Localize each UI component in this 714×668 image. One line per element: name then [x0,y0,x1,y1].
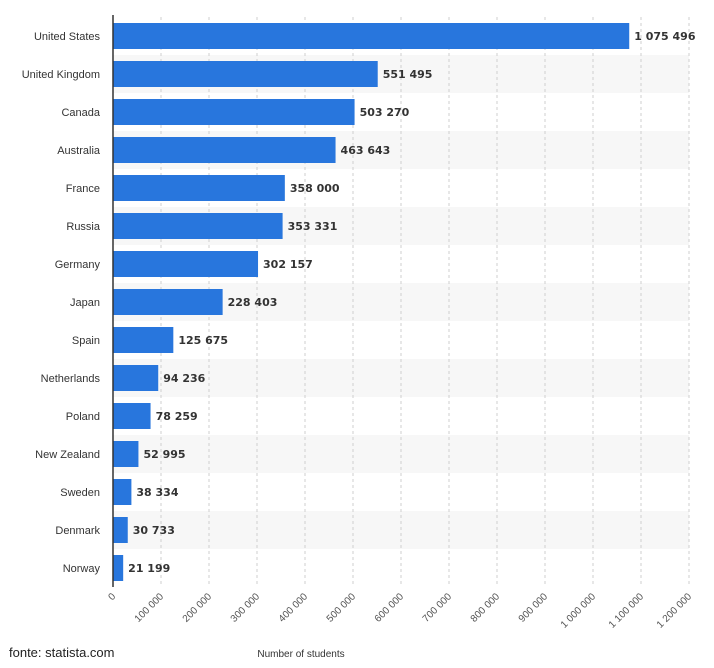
category-label: Russia [66,221,101,233]
category-label: Japan [70,297,100,309]
x-axis-title: Number of students [257,649,344,660]
bar [113,441,139,467]
row-band [113,435,689,473]
category-labels: United States United Kingdom Canada Austral… [22,31,101,575]
category-label: Sweden [60,487,100,499]
bar [113,213,283,239]
x-tick-label: 500 000 [325,591,359,625]
value-label: 503 270 [360,106,410,119]
bar [113,251,259,277]
x-tick-label: 1 000 000 [559,591,599,631]
category-label: United Kingdom [22,69,100,81]
bars [113,23,630,581]
value-label: 551 495 [383,68,433,81]
bar [113,23,630,49]
x-tick-label: 800 000 [469,591,503,625]
value-label: 353 331 [288,220,338,233]
bar [113,327,174,353]
category-label: France [66,183,100,195]
source-note: fonte: statista.com [9,645,115,660]
category-label: Denmark [55,525,100,537]
category-label: Germany [55,259,101,271]
bar [113,137,336,163]
category-label: Australia [57,145,101,157]
value-label: 302 157 [263,258,313,271]
bar [113,289,223,315]
bar [113,517,128,543]
x-tick-label: 700 000 [421,591,455,625]
category-label: United States [34,31,101,43]
value-label: 463 643 [341,144,391,157]
category-label: Canada [61,107,100,119]
value-labels: 1 075 496 551 495 503 270 463 643 358 000 353… [128,30,696,575]
bar [113,403,151,429]
value-label: 38 334 [136,486,178,499]
bar [113,175,285,201]
x-tick-label: 900 000 [517,591,551,625]
category-label: Spain [72,335,100,347]
value-label: 1 075 496 [634,30,696,43]
bar [113,365,159,391]
bar [113,555,124,581]
value-label: 52 995 [143,448,185,461]
value-label: 30 733 [133,524,175,537]
x-tick-label: 600 000 [373,591,407,625]
x-tick-label: 1 200 000 [655,591,695,631]
category-label: Norway [63,563,101,575]
value-label: 21 199 [128,562,170,575]
x-tick-label: 1 100 000 [607,591,647,631]
value-label: 94 236 [163,372,205,385]
category-label: New Zealand [35,449,100,461]
category-label: Netherlands [41,373,101,385]
category-label: Poland [66,411,100,423]
value-label: 358 000 [290,182,340,195]
value-label: 228 403 [228,296,278,309]
value-label: 78 259 [156,410,198,423]
bar [113,479,132,505]
bar [113,61,378,87]
x-tick-label: 100 000 [133,591,167,625]
bar [113,99,355,125]
x-tick-label: 400 000 [277,591,311,625]
value-label: 125 675 [178,334,228,347]
x-tick-label: 300 000 [229,591,263,625]
x-tick-labels: 0 100 000 200 000 300 000 400 000 500 000 600 … [106,591,694,631]
x-tick-label: 200 000 [181,591,215,625]
x-tick-label: 0 [106,591,118,603]
